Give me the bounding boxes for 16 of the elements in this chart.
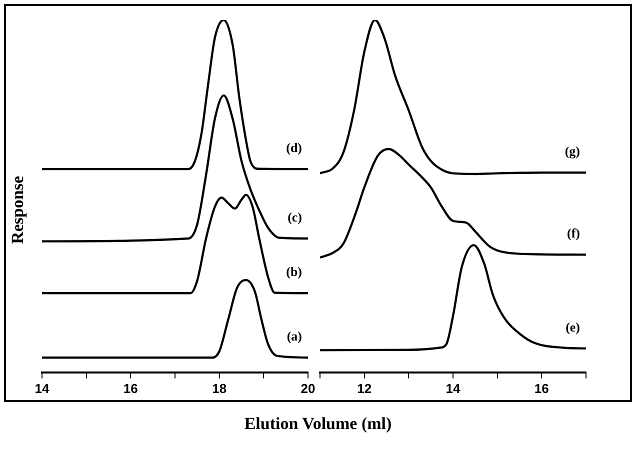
x-tick-label: 16 [123, 380, 138, 396]
x-tick-label: 18 [212, 380, 227, 396]
x-tick-label: 16 [534, 380, 549, 396]
x-tick-label: 12 [357, 380, 372, 396]
y-axis-title: Response [8, 175, 28, 246]
series-label: (e) [566, 319, 580, 334]
x-tick-label: 20 [300, 380, 316, 396]
series-label: (a) [286, 328, 302, 344]
x-axis-title: Elution Volume (ml) [243, 414, 393, 434]
x-tick-label: 14 [34, 380, 50, 396]
series-label: (b) [286, 264, 302, 279]
series-label: (f) [567, 226, 580, 241]
series-label: (c) [288, 209, 302, 224]
series-label: (g) [564, 143, 580, 158]
series-label: (d) [286, 140, 302, 155]
x-tick-label: 14 [446, 380, 461, 396]
